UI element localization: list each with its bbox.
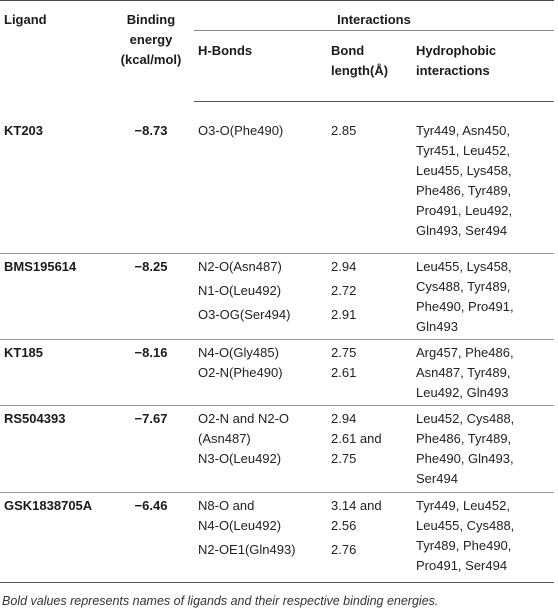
ligand-name: GSK1838705A bbox=[0, 492, 108, 583]
table-footnote: Bold values represents names of ligands … bbox=[2, 594, 439, 608]
header-interactions: Interactions bbox=[194, 0, 554, 31]
table-row: RS504393 −7.67 O2-N and N2-O (Asn487) N3… bbox=[0, 405, 554, 493]
binding-energy-table: Ligand Binding energy (kcal/mol) Interac… bbox=[0, 0, 554, 583]
table-row: BMS195614 −8.25 N2-O(Asn487) N1-O(Leu492… bbox=[0, 253, 554, 340]
binding-energy: −8.16 bbox=[108, 339, 194, 406]
bond-length: 2.94 2.61 and 2.75 bbox=[327, 405, 412, 493]
hydrophobic-interactions: Arg457, Phe486, Asn487, Tyr489, Leu492, … bbox=[412, 339, 554, 406]
ligand-name: KT185 bbox=[0, 339, 108, 406]
binding-energy: −8.25 bbox=[108, 253, 194, 340]
bond-length: 2.85 bbox=[331, 123, 357, 138]
binding-energy: −7.67 bbox=[108, 405, 194, 493]
h-bonds: N8-O and N4-O(Leu492) N2-OE1(Gln493) bbox=[194, 492, 327, 583]
binding-energy: −6.46 bbox=[108, 492, 194, 583]
h-bonds: N4-O(Gly485) O2-N(Phe490) bbox=[194, 339, 327, 406]
table-row: KT203 −8.73 O3-O(Phe490) 2.85 Tyr449, As… bbox=[0, 102, 554, 254]
hydrophobic-interactions: Tyr449, Asn450, Tyr451, Leu452, Leu455, … bbox=[416, 123, 513, 238]
ligand-name: KT203 bbox=[4, 122, 44, 138]
table-row: GSK1838705A −6.46 N8-O and N4-O(Leu492) … bbox=[0, 492, 554, 583]
header-ligand: Ligand bbox=[0, 0, 108, 102]
binding-energy: −8.73 bbox=[134, 122, 168, 138]
ligand-name: BMS195614 bbox=[0, 253, 108, 340]
header-h-bonds: H-Bonds bbox=[194, 30, 327, 102]
ligand-name: RS504393 bbox=[0, 405, 108, 493]
bond-length: 2.75 2.61 bbox=[327, 339, 412, 406]
header-binding-energy: Binding energy (kcal/mol) bbox=[108, 0, 194, 102]
header-hydrophobic: Hydrophobic interactions bbox=[412, 30, 554, 102]
h-bonds: O3-O(Phe490) bbox=[198, 123, 284, 138]
hydrophobic-interactions: Tyr449, Leu452, Leu455, Cys488, Tyr489, … bbox=[412, 492, 554, 583]
header-bond-length: Bond length(Å) bbox=[327, 30, 412, 102]
hydrophobic-interactions: Leu452, Cys488, Phe486, Tyr489, Phe490, … bbox=[412, 405, 554, 493]
table-row: KT185 −8.16 N4-O(Gly485) O2-N(Phe490) 2.… bbox=[0, 339, 554, 406]
h-bonds: O2-N and N2-O (Asn487) N3-O(Leu492) bbox=[194, 405, 327, 493]
bond-length: 3.14 and 2.56 2.76 bbox=[327, 492, 412, 583]
bond-length: 2.94 2.72 2.91 bbox=[327, 253, 412, 340]
hydrophobic-interactions: Leu455, Lys458, Cys488, Tyr489, Phe490, … bbox=[412, 253, 554, 340]
h-bonds: N2-O(Asn487) N1-O(Leu492) O3-OG(Ser494) bbox=[194, 253, 327, 340]
